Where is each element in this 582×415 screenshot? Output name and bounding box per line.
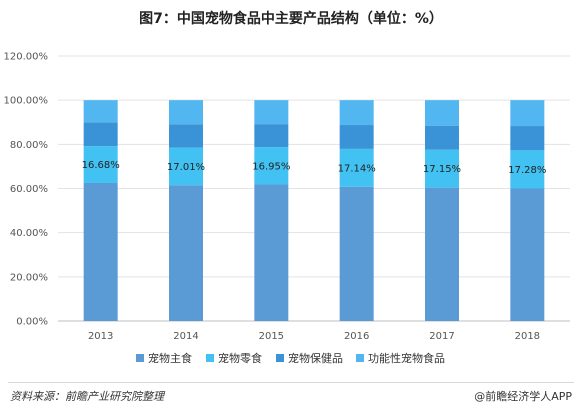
- y-tick-label: 40.00%: [10, 228, 48, 239]
- bar-segment: [254, 147, 289, 185]
- legend-label: 宠物零食: [218, 351, 262, 365]
- y-tick-label: 80.00%: [10, 140, 48, 151]
- data-label: 16.68%: [82, 160, 120, 171]
- x-tick-label: 2014: [173, 331, 198, 342]
- legend-label: 宠物保健品: [288, 351, 343, 365]
- bar-segment: [339, 125, 374, 149]
- source-note: 资料来源：前瞻产业研究院整理: [10, 390, 164, 403]
- bar-segment: [425, 125, 459, 150]
- y-tick-label: 100.00%: [4, 96, 49, 107]
- bar-segment: [83, 182, 118, 321]
- bar-segment: [339, 100, 374, 126]
- bar-segment: [339, 186, 374, 321]
- brand-credit: @前瞻经济学人APP: [474, 390, 572, 403]
- bar-segment: [169, 100, 203, 125]
- data-labels: 16.68% 17.01% 16.95% 17.14% 17.15% 17.28%: [82, 160, 547, 176]
- y-tick-label: 60.00%: [10, 184, 48, 195]
- bar-segment: [169, 185, 203, 321]
- legend-label: 功能性宠物食品: [368, 351, 445, 365]
- x-tick-label: 2017: [429, 331, 454, 342]
- bars: [83, 100, 545, 321]
- bar-segment: [510, 188, 545, 321]
- x-tick-label: 2015: [259, 331, 284, 342]
- bar-segment: [83, 122, 118, 147]
- gridlines: [58, 55, 570, 322]
- bar-segment: [83, 146, 118, 183]
- legend-swatch: [136, 354, 144, 362]
- x-tick-label: 2018: [515, 331, 540, 342]
- data-label: 16.95%: [252, 161, 290, 172]
- x-tick-label: 2013: [88, 331, 113, 342]
- x-tick-label: 2016: [344, 331, 369, 342]
- chart-title: 图7：中国宠物食品中主要产品结构（单位：%）: [139, 11, 443, 27]
- data-label: 17.01%: [167, 162, 205, 173]
- bar-segment: [254, 124, 289, 148]
- chart-canvas: 0.00% 20.00% 40.00% 60.00% 80.00% 100.00% 120.…: [4, 52, 570, 365]
- bar-segment: [425, 100, 459, 126]
- bar-segment: [254, 184, 289, 321]
- y-tick-label: 20.00%: [10, 272, 48, 283]
- data-label: 17.14%: [338, 163, 376, 174]
- bar-segment: [339, 148, 374, 187]
- footer-divider: [8, 382, 574, 383]
- legend-swatch: [206, 354, 214, 362]
- legend: 宠物主食 宠物零食 宠物保健品 功能性宠物食品: [136, 351, 445, 365]
- y-axis: 0.00% 20.00% 40.00% 60.00% 80.00% 100.00% 120.…: [4, 52, 49, 328]
- y-tick-label: 120.00%: [4, 52, 49, 63]
- x-axis: 2013 2014 2015 2016 2017 2018: [88, 331, 540, 342]
- bar-segment: [83, 100, 118, 123]
- bar-segment: [510, 100, 545, 127]
- bar-segment: [510, 150, 545, 189]
- data-label: 17.15%: [423, 164, 461, 175]
- bar-segment: [169, 147, 203, 186]
- bar-segment: [425, 149, 459, 188]
- legend-label: 宠物主食: [148, 351, 192, 365]
- legend-swatch: [276, 354, 284, 362]
- bar-segment: [169, 124, 203, 148]
- bar-segment: [510, 126, 545, 151]
- legend-swatch: [356, 354, 364, 362]
- bar-segment: [254, 100, 289, 125]
- bar-segment: [425, 187, 459, 321]
- data-label: 17.28%: [508, 165, 546, 176]
- y-tick-label: 0.00%: [16, 317, 48, 328]
